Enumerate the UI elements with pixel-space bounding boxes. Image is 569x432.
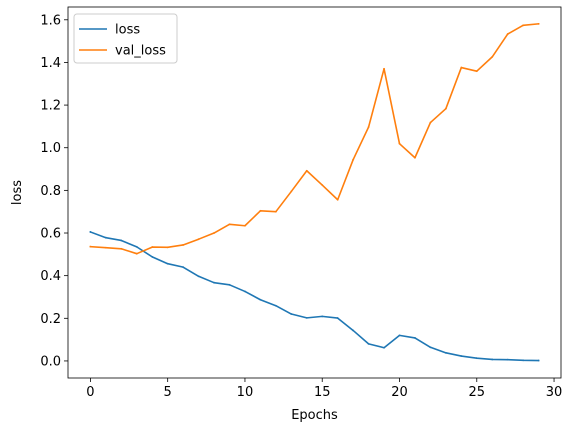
data-point-loss xyxy=(290,313,293,315)
data-point-loss xyxy=(228,283,231,286)
data-point-loss xyxy=(104,236,107,239)
data-point-val-loss xyxy=(491,55,494,58)
y-tick-label: 0.2 xyxy=(40,312,61,327)
data-point-loss xyxy=(321,315,324,318)
data-point-loss xyxy=(213,281,215,284)
y-tick-label: 0.6 xyxy=(40,227,61,242)
x-tick-label: 0 xyxy=(86,385,94,400)
data-point-loss xyxy=(537,359,540,362)
data-point-loss xyxy=(522,359,525,362)
data-point-val-loss xyxy=(182,244,185,246)
data-point-loss xyxy=(367,342,370,345)
data-point-val-loss xyxy=(367,126,370,128)
data-point-val-loss xyxy=(259,209,262,212)
data-point-val-loss xyxy=(166,246,169,249)
data-point-val-loss xyxy=(398,142,401,145)
data-point-val-loss xyxy=(104,246,107,249)
x-axis: 0 5 10 15 20 25 30 xyxy=(86,378,562,400)
data-point-loss xyxy=(197,275,200,278)
data-point-val-loss xyxy=(197,238,200,241)
data-point-loss xyxy=(336,317,339,319)
data-point-val-loss xyxy=(228,223,231,226)
x-tick-label: 10 xyxy=(237,385,254,400)
y-tick-label: 1.0 xyxy=(40,141,61,156)
data-point-val-loss xyxy=(89,245,92,248)
data-point-val-loss xyxy=(506,33,509,35)
data-point-val-loss xyxy=(135,252,138,255)
plot-frame xyxy=(67,6,562,379)
y-tick-label: 1.2 xyxy=(40,99,61,114)
data-point-loss xyxy=(151,255,154,258)
data-point-loss xyxy=(414,337,416,339)
data-point-val-loss xyxy=(213,232,215,234)
data-point-val-loss xyxy=(336,198,339,201)
data-point-val-loss xyxy=(305,169,308,172)
data-point-loss xyxy=(166,262,169,265)
data-point-val-loss xyxy=(429,121,432,124)
data-point-val-loss xyxy=(290,190,293,193)
y-axis-label: loss xyxy=(10,180,25,205)
y-tick-label: 0.4 xyxy=(40,269,61,284)
data-point-val-loss xyxy=(151,246,154,248)
data-point-val-loss xyxy=(522,24,525,27)
y-axis: 0.0 0.2 0.4 0.6 0.8 1.0 1.2 1.4 1.6 xyxy=(40,13,68,369)
x-tick-label: 5 xyxy=(164,385,172,400)
x-tick-label: 25 xyxy=(468,385,485,400)
y-tick-label: 0.8 xyxy=(40,184,61,199)
x-tick-label: 20 xyxy=(391,385,408,400)
data-point-loss xyxy=(460,355,463,357)
y-tick-label: 1.6 xyxy=(40,13,61,28)
data-point-val-loss xyxy=(120,247,123,250)
data-point-loss xyxy=(429,346,432,349)
data-point-val-loss xyxy=(321,184,324,186)
data-point-loss xyxy=(89,231,92,233)
series-line-loss xyxy=(89,230,540,362)
data-point-val-loss xyxy=(352,158,355,161)
data-point-val-loss xyxy=(274,210,277,213)
data-point-val-loss xyxy=(414,156,416,159)
data-point-loss xyxy=(383,346,385,349)
data-point-loss xyxy=(444,351,447,354)
data-point-val-loss xyxy=(383,67,385,70)
y-tick-label: 1.4 xyxy=(40,56,61,71)
data-point-val-loss xyxy=(537,22,540,25)
legend-label-loss: loss xyxy=(115,23,140,38)
data-point-loss xyxy=(244,290,246,293)
legend: loss val_loss xyxy=(73,13,178,64)
data-point-loss xyxy=(135,245,138,248)
data-point-loss xyxy=(352,329,355,332)
data-point-loss xyxy=(305,316,308,319)
x-axis-label: Epochs xyxy=(291,408,338,423)
data-point-loss xyxy=(274,304,277,307)
series-layer xyxy=(89,22,540,362)
data-point-loss xyxy=(475,357,478,360)
data-point-loss xyxy=(259,298,262,301)
data-point-loss xyxy=(120,239,123,242)
x-tick-label: 15 xyxy=(314,385,331,400)
data-point-val-loss xyxy=(244,224,246,227)
x-tick-label: 30 xyxy=(546,385,563,400)
data-point-loss xyxy=(398,334,401,337)
data-point-val-loss xyxy=(460,66,463,69)
data-point-loss xyxy=(506,358,509,361)
y-tick-label: 0.0 xyxy=(40,354,61,369)
data-point-loss xyxy=(491,358,494,361)
data-point-val-loss xyxy=(475,70,478,73)
data-point-loss xyxy=(182,266,185,269)
data-point-val-loss xyxy=(444,107,447,110)
series-line-val-loss xyxy=(89,22,540,255)
legend-label-val-loss: val_loss xyxy=(115,44,166,59)
